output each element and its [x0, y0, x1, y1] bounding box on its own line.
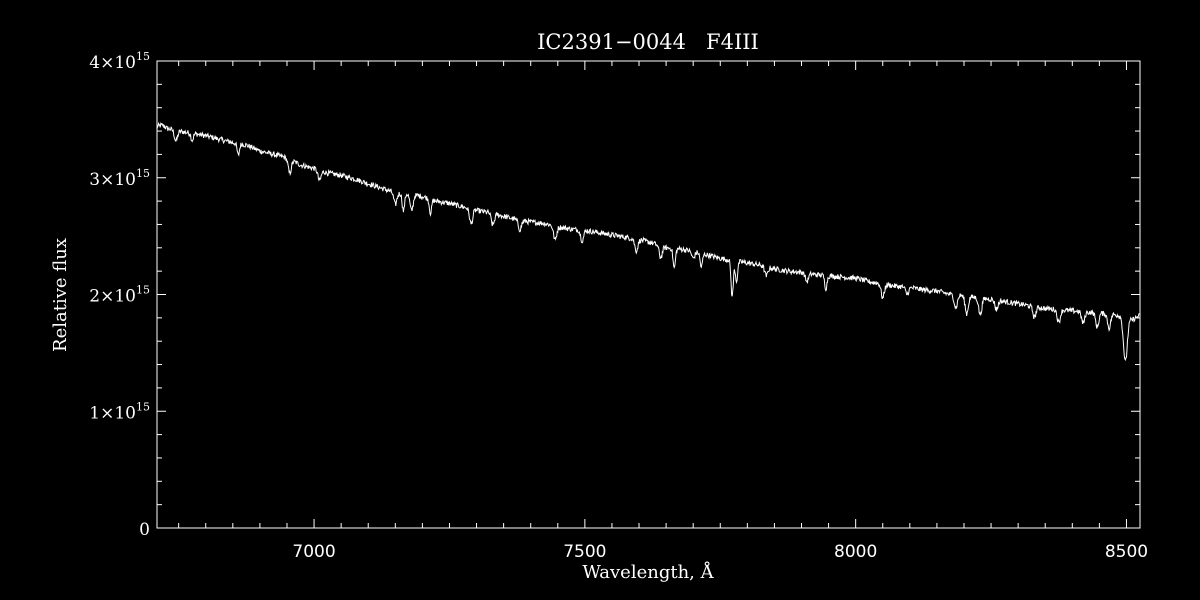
y-axis-ticks [157, 60, 1140, 529]
x-axis-ticks [178, 61, 1127, 528]
chart-title: IC2391−0044 F4III [537, 30, 759, 54]
x-tick-label: 7000 [292, 542, 335, 562]
y-tick-label: 4×1015 [89, 50, 150, 73]
y-tick-label: 0 [139, 520, 150, 540]
y-tick-label: 2×1015 [89, 284, 150, 307]
spectrum-series-line [156, 121, 1141, 362]
x-tick-label: 8500 [1105, 542, 1148, 562]
y-axis-tick-labels: 0 1×1015 2×1015 3×1015 4×1015 [89, 50, 150, 540]
y-axis-label: Relative flux [50, 238, 71, 352]
y-tick-label: 3×1015 [89, 167, 150, 190]
x-tick-label: 8000 [834, 542, 877, 562]
x-axis-label: Wavelength, Å [582, 561, 714, 583]
x-tick-label: 7500 [563, 542, 606, 562]
x-axis-tick-labels: 7000 7500 8000 8500 [292, 542, 1148, 562]
y-tick-label: 1×1015 [89, 400, 150, 423]
